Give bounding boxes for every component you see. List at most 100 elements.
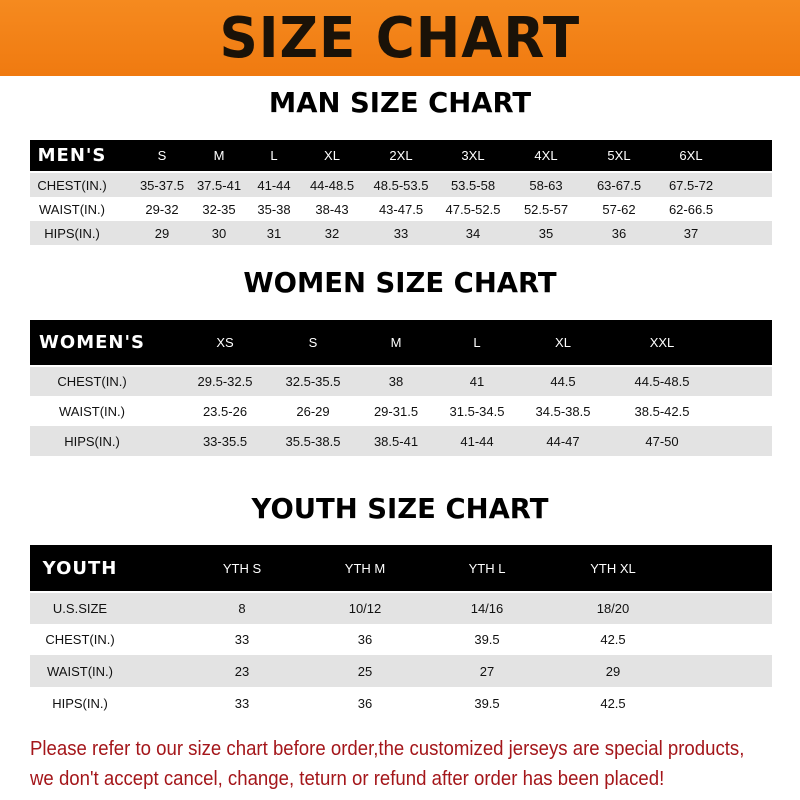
size-header-cell: 5XL [607,148,631,163]
table-cell: 62-66.5 [668,201,714,217]
table-cell: 31.5-34.5 [449,403,505,419]
table-cell: 38.5-41 [373,433,419,449]
table-cell: 47.5-52.5 [445,201,501,217]
table-cell: 14/16 [470,601,504,616]
table-row: U.S.SIZE 8 10/12 14/16 18/20 [30,593,772,624]
measurement-label: CHEST(IN.) [57,374,127,389]
table-cell: 34 [465,225,481,241]
table-cell: 53.5-58 [450,177,496,193]
table-cell: 35 [538,225,554,241]
size-header-cell: YTH S [222,560,262,576]
women-size-table: WOMEN'S XS S M L XL XXL CHEST(IN.) 29.5-32.5 32.5… [30,320,772,456]
size-header-cell: S [308,335,318,350]
table-cell: 29 [154,225,170,241]
table-cell: 44-47 [546,433,580,449]
table-cell: 52.5-57 [523,201,569,217]
table-cell: 18/20 [596,601,630,616]
table-cell: 42.5 [600,695,626,711]
table-cell: 67.5-72 [668,177,714,193]
size-header-cell: YTH XL [590,560,636,576]
table-header-row: MEN'S S M L XL 2XL 3XL 4XL 5XL 6XL [30,140,772,171]
table-cell: 30 [211,225,227,241]
table-cell: 37 [683,225,699,241]
table-cell: 36 [357,695,373,711]
table-cell: 36 [611,225,627,241]
table-cell: 29 [605,663,621,679]
table-title-cell: MEN'S [37,145,107,166]
size-header-cell: YTH M [344,560,386,576]
table-cell: 33-35.5 [202,433,248,449]
table-cell: 39.5 [474,632,500,647]
table-title-cell: WOMEN'S [39,332,145,353]
size-header-cell: L [473,335,481,350]
table-cell: 29-32 [145,201,179,217]
table-cell: 48.5-53.5 [373,177,429,193]
table-cell: 63-67.5 [596,177,642,193]
table-cell: 57-62 [602,201,636,217]
size-header-cell: XS [216,335,234,350]
measurement-label: CHEST(IN.) [37,177,107,193]
measurement-label: U.S.SIZE [52,601,108,616]
women-title: WOMEN SIZE CHART [243,266,557,299]
size-header-cell: M [213,148,225,163]
table-row: CHEST(IN.) 35-37.5 37.5-41 41-44 44-48.5 48.5… [30,173,772,197]
size-header-cell: 6XL [679,148,703,163]
youth-title: YOUTH SIZE CHART [251,492,549,525]
table-cell: 38.5-42.5 [634,403,690,419]
size-header-cell: 4XL [534,148,558,163]
table-cell: 41-44 [460,433,494,449]
size-chart-banner: SIZE CHART [0,0,800,76]
table-row: WAIST(IN.) 23 25 27 29 [30,655,772,687]
table-header-row: YOUTH YTH S YTH M YTH L YTH XL [30,545,772,591]
table-cell: 39.5 [474,695,500,711]
table-cell: 36 [357,632,373,647]
table-cell: 10/12 [348,601,382,616]
men-title: MAN SIZE CHART [268,86,532,119]
table-cell: 35.5-38.5 [285,433,341,449]
table-cell: 33 [393,225,409,241]
notice-line-1: Please refer to our size chart before or… [30,738,745,760]
table-cell: 8 [238,601,246,616]
size-header-cell: 3XL [461,148,485,163]
table-title-cell: YOUTH [42,557,118,579]
men-size-table: MEN'S S M L XL 2XL 3XL 4XL 5XL 6XL CHEST(IN.) 35-37… [30,140,772,245]
table-cell: 41 [469,374,485,389]
table-row: CHEST(IN.) 33 36 39.5 42.5 [30,624,772,655]
size-header-cell: XXL [649,335,675,350]
notice-line-2: we don't accept cancel, change, teturn o… [30,768,665,790]
table-cell: 58-63 [529,177,563,193]
table-cell: 29-31.5 [373,403,419,419]
table-cell: 34.5-38.5 [535,403,591,419]
table-cell: 43-47.5 [378,201,424,217]
measurement-label: WAIST(IN.) [59,403,125,419]
table-cell: 44.5-48.5 [634,374,690,389]
measurement-label: WAIST(IN.) [39,201,105,217]
table-cell: 41-44 [257,177,291,193]
table-cell: 37.5-41 [196,177,242,193]
size-header-cell: S [157,148,167,163]
table-cell: 47-50 [645,433,679,449]
table-row: HIPS(IN.) 33 36 39.5 42.5 [30,687,772,719]
table-cell: 23.5-26 [202,403,248,419]
size-header-cell: 2XL [389,148,413,163]
table-cell: 29.5-32.5 [197,374,253,389]
table-cell: 27 [479,663,495,679]
table-cell: 23 [234,663,250,679]
measurement-label: WAIST(IN.) [47,663,113,679]
order-notice: Please refer to our size chart before or… [30,734,745,794]
table-cell: 44.5 [550,374,576,389]
table-row: WAIST(IN.) 29-32 32-35 35-38 38-43 43-47.5 47.… [30,197,772,221]
table-cell: 35-38 [257,201,291,217]
table-cell: 25 [357,663,373,679]
table-cell: 32.5-35.5 [285,374,341,389]
table-header-row: WOMEN'S XS S M L XL XXL [30,320,772,365]
table-cell: 38 [388,374,404,389]
size-header-cell: YTH L [468,560,506,576]
measurement-label: HIPS(IN.) [52,695,108,711]
table-cell: 26-29 [296,403,330,419]
size-header-cell: XL [324,148,340,163]
table-cell: 38-43 [315,201,349,217]
table-row: HIPS(IN.) 29 30 31 32 33 34 35 36 37 [30,221,772,245]
table-cell: 31 [266,225,282,241]
table-cell: 32-35 [202,201,236,217]
